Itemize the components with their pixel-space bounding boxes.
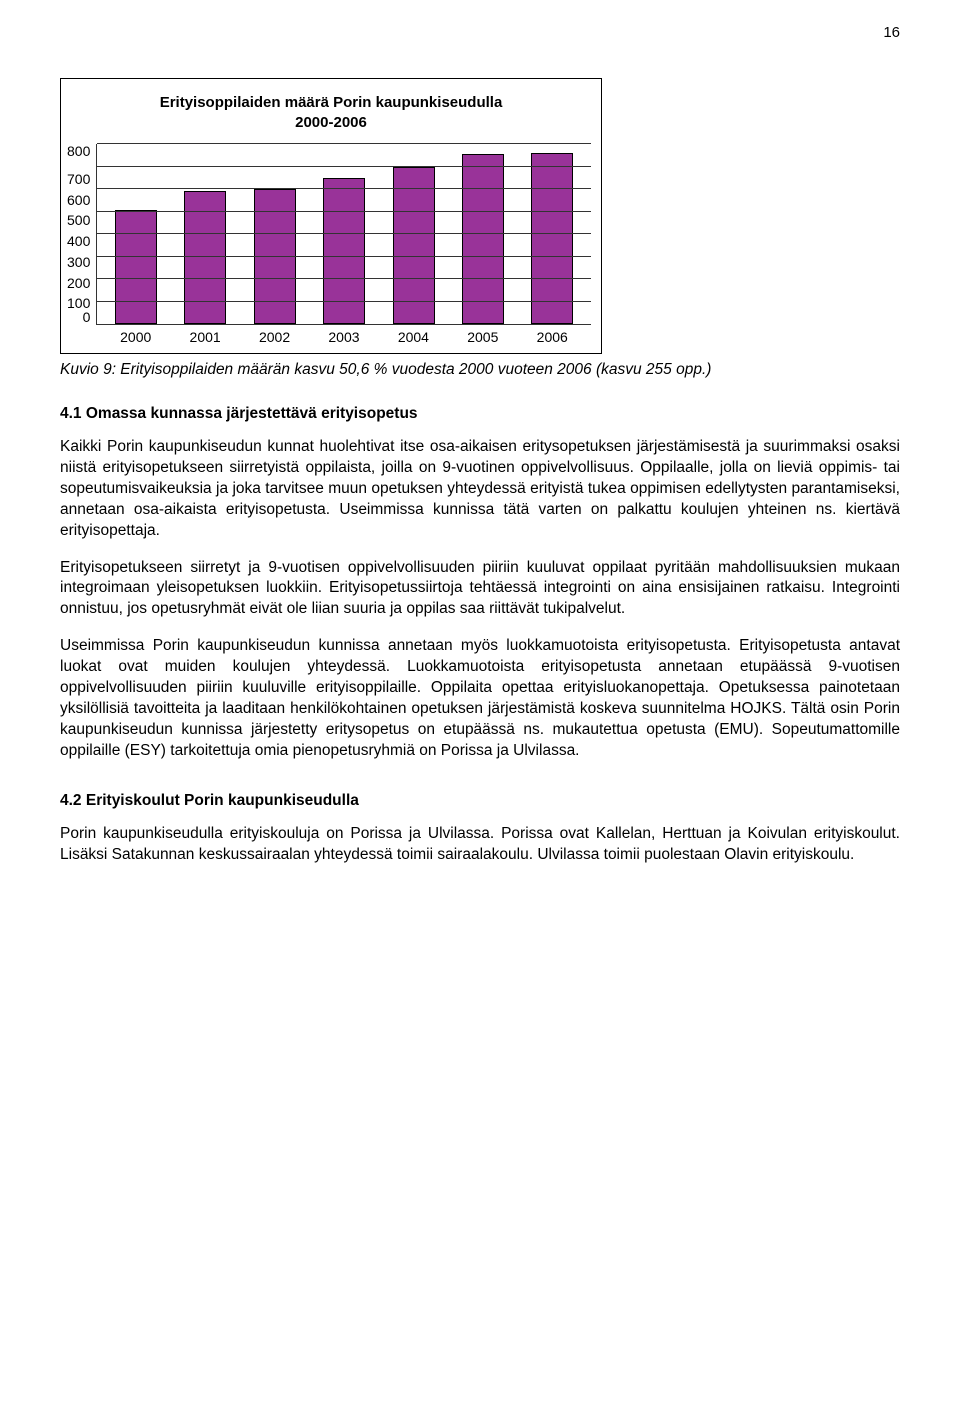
- grid-line: [97, 143, 591, 144]
- grid-line: [97, 188, 591, 189]
- chart-container: Erityisoppilaiden määrä Porin kaupunkise…: [60, 78, 602, 354]
- y-tick-label: 400: [67, 234, 90, 248]
- y-tick-label: 500: [67, 213, 90, 227]
- grid-line: [97, 166, 591, 167]
- chart-title: Erityisoppilaiden määrä Porin kaupunkise…: [61, 93, 601, 132]
- section-4-2-heading: 4.2 Erityiskoulut Porin kaupunkiseudulla: [60, 792, 900, 810]
- section-4-1-heading: 4.1 Omassa kunnassa järjestettävä erityi…: [60, 405, 900, 423]
- y-tick-label: 0: [83, 310, 91, 324]
- y-tick-label: 600: [67, 193, 90, 207]
- bar: [115, 210, 157, 324]
- y-tick-label: 800: [67, 144, 90, 158]
- x-tick-label: 2006: [531, 329, 573, 345]
- x-tick-label: 2004: [392, 329, 434, 345]
- grid-line: [97, 233, 591, 234]
- grid-line: [97, 278, 591, 279]
- y-tick-label: 200: [67, 276, 90, 290]
- y-tick-label: 700: [67, 172, 90, 186]
- bar: [531, 153, 573, 324]
- x-axis-labels: 2000 2001 2002 2003 2004 2005 2006: [97, 325, 591, 345]
- x-tick-label: 2001: [184, 329, 226, 345]
- section-4-2-paragraph-1: Porin kaupunkiseudulla erityiskouluja on…: [60, 824, 900, 866]
- chart-title-line2: 2000-2006: [295, 114, 367, 131]
- page-number: 16: [883, 24, 900, 41]
- bars-group: [97, 144, 591, 324]
- plot-area: [96, 144, 591, 325]
- x-tick-label: 2002: [254, 329, 296, 345]
- bar: [462, 154, 504, 324]
- x-tick-label: 2005: [462, 329, 504, 345]
- grid-line: [97, 256, 591, 257]
- grid-line: [97, 301, 591, 302]
- bar: [254, 189, 296, 324]
- y-tick-label: 300: [67, 255, 90, 269]
- y-axis: 8007006005004003002001000: [67, 144, 96, 324]
- x-tick-label: 2000: [115, 329, 157, 345]
- page: 16 Erityisoppilaiden määrä Porin kaupunk…: [0, 0, 960, 1418]
- section-4-1-paragraph-1: Kaikki Porin kaupunkiseudun kunnat huole…: [60, 437, 900, 542]
- figure-caption: Kuvio 9: Erityisoppilaiden määrän kasvu …: [60, 360, 900, 381]
- chart-area: 8007006005004003002001000: [61, 144, 601, 325]
- x-tick-label: 2003: [323, 329, 365, 345]
- bar: [323, 178, 365, 324]
- section-4-1-paragraph-3: Useimmissa Porin kaupunkiseudun kunnissa…: [60, 636, 900, 762]
- grid-line: [97, 211, 591, 212]
- section-4-1-paragraph-2: Erityisopetukseen siirretyt ja 9-vuotise…: [60, 558, 900, 621]
- chart-title-line1: Erityisoppilaiden määrä Porin kaupunkise…: [160, 94, 503, 111]
